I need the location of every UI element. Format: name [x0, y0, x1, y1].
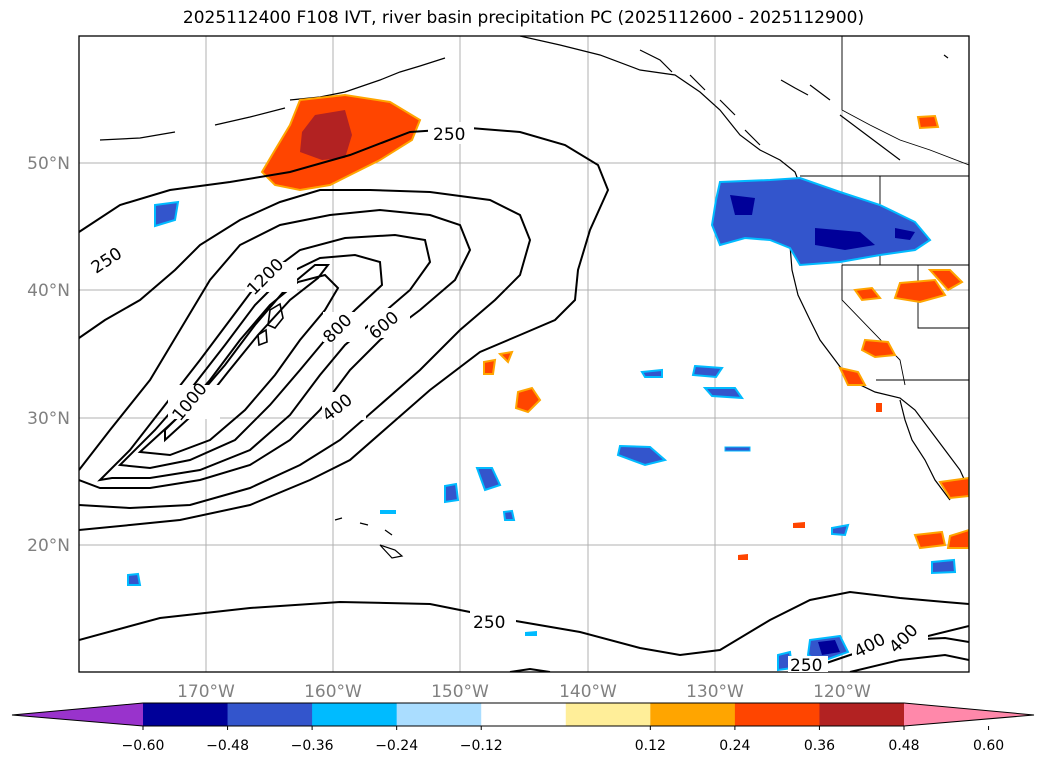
lat-label: 50°N	[27, 154, 70, 174]
precip-negative-shading	[127, 176, 957, 672]
colorbar-segment	[734, 703, 820, 726]
colorbar-tick-label: 0.12	[635, 738, 666, 754]
colorbar-segment	[227, 703, 313, 726]
map-frame	[78, 35, 970, 673]
colorbar-segment	[396, 703, 482, 726]
contour-label: 250	[790, 656, 822, 676]
colorbar-tick-label: 0.24	[719, 738, 750, 754]
lon-label: 150°W	[431, 682, 489, 702]
colorbar-tick-label: −0.12	[460, 738, 503, 754]
colorbar-segment	[481, 703, 567, 726]
lat-label: 40°N	[27, 281, 70, 301]
colorbar-tick-label: −0.48	[206, 738, 249, 754]
colorbar-segment	[565, 703, 651, 726]
lon-label: 140°W	[559, 682, 617, 702]
colorbar-tick-label: 0.60	[973, 738, 1004, 754]
colorbar-low-extend	[12, 703, 143, 726]
lon-label: 120°W	[813, 682, 871, 702]
contour-label: 250	[433, 125, 465, 145]
lat-label: 30°N	[27, 409, 70, 429]
lat-label: 20°N	[27, 536, 70, 556]
latitude-labels: 50°N 40°N 30°N 20°N	[27, 154, 70, 556]
lon-label: 160°W	[304, 682, 362, 702]
colorbar-segment	[650, 703, 736, 726]
colorbar-tick-label: −0.24	[375, 738, 418, 754]
map-area	[79, 36, 969, 672]
colorbar-segment	[312, 703, 398, 726]
colorbar: −0.60 −0.48 −0.36 −0.24 −0.12 0.12 0.24 0.36 0.4…	[11, 702, 1035, 754]
longitude-labels: 170°W 160°W 150°W 140°W 130°W 120°W	[177, 682, 871, 702]
colorbar-segment	[819, 703, 905, 726]
contour-label: 250	[473, 613, 505, 633]
precip-positive-shading	[260, 93, 969, 560]
contour-labels: 250 250 1200 800 600 1000 400 250 400 40…	[88, 122, 928, 676]
colorbar-tick-label: 0.36	[804, 738, 835, 754]
lon-label: 170°W	[177, 682, 235, 702]
lon-label: 130°W	[686, 682, 744, 702]
colorbar-segment	[143, 703, 229, 726]
colorbar-tick-label: −0.36	[291, 738, 334, 754]
colorbar-high-extend	[904, 703, 1034, 726]
map-title: 2025112400 F108 IVT, river basin precipi…	[182, 8, 865, 28]
colorbar-tick-label: 0.48	[888, 738, 919, 754]
colorbar-tick-label: −0.60	[122, 738, 165, 754]
gridlines	[79, 36, 969, 672]
